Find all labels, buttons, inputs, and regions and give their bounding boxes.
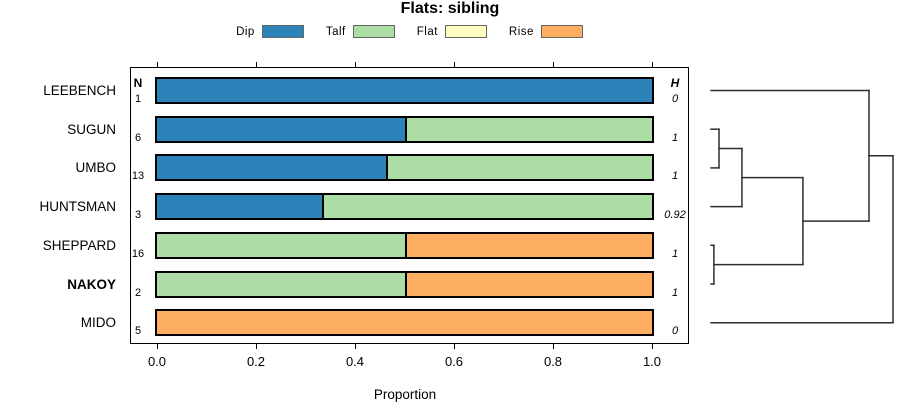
row-label-mido: MIDO	[80, 315, 116, 331]
stacked-bar-nakoy	[155, 270, 654, 298]
n-column-header: N	[133, 76, 143, 90]
n-value: 3	[134, 209, 142, 222]
bar-segment-rise	[404, 233, 652, 257]
legend-label: Talf	[325, 25, 346, 38]
bottom-tick	[355, 344, 356, 349]
bar-segment-talf	[385, 156, 652, 180]
bar-segment-dip	[157, 117, 405, 141]
legend-swatch-flat	[444, 25, 487, 38]
h-value: 0.92	[664, 209, 686, 222]
legend-label: Flat	[416, 25, 438, 38]
h-value: 0	[671, 93, 679, 105]
top-tick	[652, 62, 653, 67]
bar-segment-talf	[157, 272, 405, 296]
legend-swatch-talf	[352, 25, 395, 38]
row-label-nakoy: NAKOY	[67, 276, 116, 292]
h-column-header: H	[670, 76, 680, 90]
n-value: 5	[134, 325, 142, 338]
stacked-bar-leebench	[155, 77, 654, 104]
x-tick-label: 0.8	[543, 354, 563, 369]
stacked-bar-mido	[155, 309, 654, 337]
h-value: 1	[671, 247, 679, 260]
x-tick-label: 1.0	[642, 354, 662, 369]
bottom-tick	[256, 344, 257, 349]
row-label-sugun: SUGUN	[67, 121, 116, 137]
h-value: 1	[671, 170, 679, 183]
bar-segment-talf	[157, 233, 405, 257]
bar-segment-talf	[404, 117, 652, 141]
x-tick-label: 0.2	[246, 354, 266, 369]
legend-swatch-dip	[261, 25, 304, 38]
bar-segment-talf	[321, 195, 652, 219]
legend-item-rise: Rise	[509, 25, 583, 38]
bottom-tick	[157, 344, 158, 349]
n-value: 1	[134, 93, 142, 105]
legend-label: Dip	[236, 25, 255, 38]
top-tick	[553, 62, 554, 67]
bar-segment-rise	[157, 311, 652, 335]
bar-segment-rise	[404, 272, 652, 296]
top-tick	[454, 62, 455, 67]
top-tick	[355, 62, 356, 67]
legend-label: Rise	[508, 25, 534, 38]
x-tick-label: 0.4	[345, 354, 365, 369]
legend-item-talf: Talf	[326, 25, 395, 38]
n-value: 13	[131, 170, 145, 183]
legend: Dip Talf Flat Rise	[130, 25, 689, 38]
legend-item-dip: Dip	[236, 25, 304, 38]
top-tick	[256, 62, 257, 67]
h-value: 0	[671, 325, 679, 338]
bar-segment-dip	[157, 156, 386, 180]
legend-swatch-rise	[540, 25, 583, 38]
n-value: 6	[134, 131, 142, 144]
stacked-bar-sugun	[155, 115, 654, 143]
bar-segment-dip	[157, 195, 322, 219]
chart-title: Flats: sibling	[400, 0, 500, 17]
bottom-tick	[652, 344, 653, 349]
row-label-leebench: LEEBENCH	[43, 83, 116, 98]
x-tick-label: 0.0	[147, 354, 167, 369]
bottom-tick	[553, 344, 554, 349]
bar-segment-dip	[157, 79, 652, 102]
bottom-tick	[454, 344, 455, 349]
stacked-bar-umbo	[155, 154, 654, 182]
row-label-sheppard: SHEPPARD	[42, 237, 116, 253]
stacked-bar-huntsman	[155, 193, 654, 221]
n-value: 2	[134, 286, 142, 299]
h-value: 1	[671, 131, 679, 144]
row-label-huntsman: HUNTSMAN	[39, 199, 117, 215]
n-value: 16	[131, 247, 145, 260]
legend-item-flat: Flat	[417, 25, 487, 38]
x-axis-label: Proportion	[373, 387, 437, 402]
h-value: 1	[671, 286, 679, 299]
stacked-bar-sheppard	[155, 231, 654, 259]
x-tick-label: 0.6	[444, 354, 464, 369]
row-label-umbo: UMBO	[75, 160, 117, 176]
top-tick	[157, 62, 158, 67]
